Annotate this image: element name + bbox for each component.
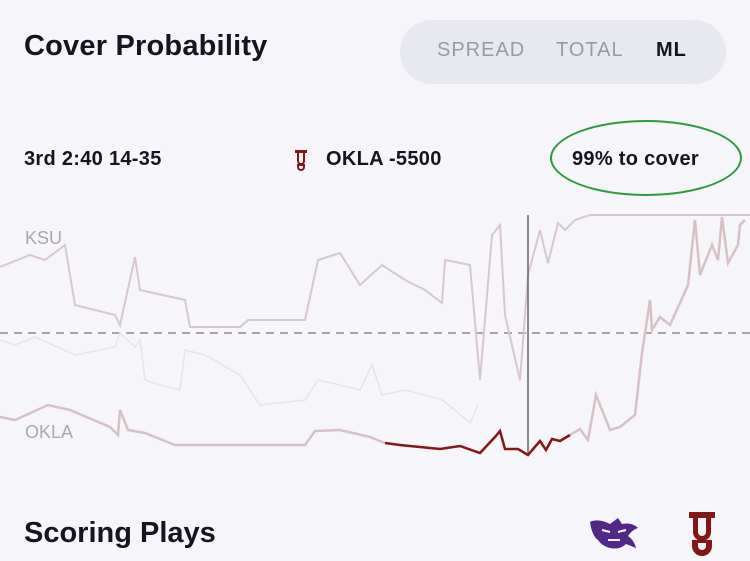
ksu-probability-line bbox=[0, 214, 750, 381]
tab-total[interactable]: TOTAL bbox=[556, 39, 624, 61]
moneyline-value: OKLA -5500 bbox=[326, 148, 442, 170]
ou-logo-icon bbox=[295, 150, 307, 171]
okla-faint-line bbox=[0, 403, 386, 447]
kstate-wildcat-logo-icon[interactable] bbox=[588, 514, 640, 554]
okla-projection-line bbox=[569, 216, 746, 444]
game-state: 3rd 2:40 14-35 bbox=[24, 148, 162, 170]
chart-label-okla: OKLA bbox=[25, 422, 74, 442]
ou-logo-icon-large[interactable] bbox=[683, 510, 721, 558]
cover-probability: 99% to cover bbox=[572, 148, 699, 170]
mirror-probability-line bbox=[0, 331, 479, 425]
cover-probability-chart bbox=[0, 214, 750, 457]
okla-probability-line bbox=[384, 428, 571, 457]
cover-highlight-circle bbox=[550, 120, 742, 196]
scoring-plays-heading: Scoring Plays bbox=[24, 517, 216, 549]
tab-ml[interactable]: ML bbox=[656, 39, 687, 61]
tab-spread[interactable]: SPREAD bbox=[437, 39, 526, 61]
page-title: Cover Probability bbox=[24, 30, 268, 62]
market-tabs: SPREAD TOTAL ML bbox=[400, 20, 726, 84]
chart-label-ksu: KSU bbox=[25, 228, 63, 248]
